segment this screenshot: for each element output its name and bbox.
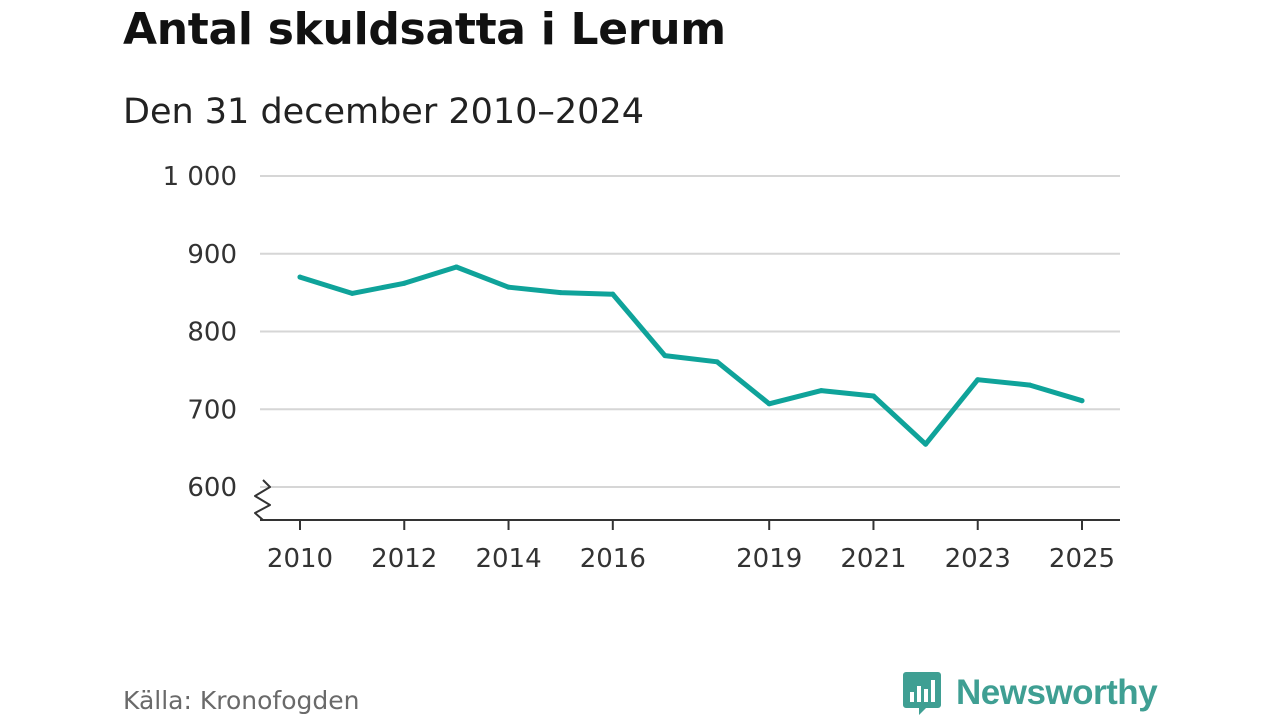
x-tick-label-2019: 2019 (736, 544, 802, 574)
data-point-2021 (870, 393, 876, 399)
data-point-2023 (975, 377, 981, 383)
chart-title: Antal skuldsatta i Lerum (123, 4, 726, 55)
data-point-2015 (558, 290, 564, 296)
y-axis-break-icon (254, 479, 271, 521)
x-tick-label-2023: 2023 (945, 544, 1011, 574)
data-point-2025 (1079, 398, 1085, 404)
x-tick-label-2021: 2021 (840, 544, 906, 574)
x-tick-labels: 2010 2012 2014 2016 2019 2021 2023 2025 (267, 544, 1115, 574)
gridlines (260, 175, 1120, 488)
data-point-2012 (401, 280, 407, 286)
x-tick-label-2016: 2016 (580, 544, 646, 574)
data-point-2010 (297, 274, 303, 280)
source-note: Källa: Kronofogden (123, 686, 360, 715)
y-tick-labels: 600 700 800 900 1 000 (163, 162, 237, 503)
x-tick-label-2010: 2010 (267, 544, 333, 574)
y-tick-label-600: 600 (187, 473, 237, 503)
series-line-0 (297, 264, 1085, 447)
data-point-2018 (714, 359, 720, 365)
brand-logo: Newsworthy (902, 670, 1158, 716)
brand-name: Newsworthy (956, 673, 1158, 712)
x-tick-label-2012: 2012 (371, 544, 437, 574)
chart-subtitle: Den 31 december 2010–2024 (123, 92, 644, 132)
data-point-2014 (506, 284, 512, 290)
data-point-2022 (923, 441, 929, 447)
y-tick-label-1000: 1 000 (163, 162, 237, 192)
data-point-2013 (453, 264, 459, 270)
data-point-2019 (766, 401, 772, 407)
x-axis (254, 479, 1120, 530)
x-tick-label-2025: 2025 (1049, 544, 1115, 574)
data-point-2020 (818, 388, 824, 394)
data-point-2024 (1027, 382, 1033, 388)
y-tick-label-700: 700 (187, 395, 237, 425)
data-point-2016 (610, 291, 616, 297)
y-tick-label-900: 900 (187, 240, 237, 270)
y-tick-label-800: 800 (187, 318, 237, 348)
series (297, 264, 1085, 447)
newsworthy-bar-chart-icon (903, 672, 941, 715)
data-point-2011 (349, 290, 355, 296)
data-point-2017 (662, 353, 668, 359)
x-tick-label-2014: 2014 (475, 544, 541, 574)
